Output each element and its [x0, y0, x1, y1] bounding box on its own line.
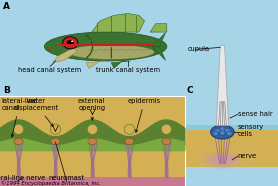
Ellipse shape	[68, 45, 154, 59]
Text: water
displacement: water displacement	[14, 98, 59, 126]
Text: sensory
cells: sensory cells	[238, 124, 264, 137]
Polygon shape	[86, 61, 106, 68]
Text: cupula: cupula	[188, 46, 210, 52]
FancyBboxPatch shape	[0, 177, 185, 186]
Polygon shape	[111, 61, 131, 68]
Text: trunk canal system: trunk canal system	[96, 68, 160, 73]
Ellipse shape	[50, 124, 61, 134]
Text: lateral-line
canal: lateral-line canal	[1, 98, 37, 137]
Text: A: A	[3, 2, 10, 11]
Text: B: B	[3, 86, 10, 95]
Ellipse shape	[44, 32, 167, 61]
Ellipse shape	[124, 124, 135, 134]
Polygon shape	[152, 46, 166, 60]
Text: external
opening: external opening	[78, 98, 105, 120]
Text: lateral-line nerve: lateral-line nerve	[0, 175, 45, 181]
Text: ©1994 Encyclopaedia Britannica, Inc.: ©1994 Encyclopaedia Britannica, Inc.	[1, 180, 101, 186]
Ellipse shape	[220, 131, 225, 135]
FancyBboxPatch shape	[185, 125, 278, 130]
Polygon shape	[216, 46, 229, 126]
Ellipse shape	[71, 41, 73, 42]
Ellipse shape	[87, 124, 98, 134]
Ellipse shape	[125, 138, 134, 145]
Text: C: C	[186, 86, 193, 95]
Ellipse shape	[210, 154, 235, 166]
Polygon shape	[150, 24, 167, 32]
Ellipse shape	[88, 138, 97, 145]
Polygon shape	[152, 33, 166, 46]
Ellipse shape	[220, 127, 225, 132]
Polygon shape	[0, 120, 185, 145]
Ellipse shape	[51, 138, 60, 145]
Text: head canal system: head canal system	[18, 68, 82, 73]
FancyBboxPatch shape	[185, 130, 278, 167]
Polygon shape	[0, 139, 185, 151]
Ellipse shape	[227, 131, 232, 136]
Text: nerve: nerve	[238, 153, 257, 159]
Ellipse shape	[206, 153, 239, 167]
Ellipse shape	[13, 124, 24, 134]
Text: sense hair: sense hair	[238, 111, 272, 117]
Ellipse shape	[161, 124, 172, 134]
Text: epidermis: epidermis	[128, 98, 161, 132]
Ellipse shape	[67, 40, 74, 46]
Ellipse shape	[213, 131, 218, 136]
Ellipse shape	[162, 138, 171, 145]
Ellipse shape	[211, 125, 234, 139]
Ellipse shape	[225, 128, 230, 133]
Ellipse shape	[202, 151, 243, 169]
Polygon shape	[53, 48, 78, 62]
Ellipse shape	[215, 128, 220, 133]
Ellipse shape	[14, 138, 23, 145]
FancyBboxPatch shape	[0, 96, 185, 186]
Text: neuromast: neuromast	[49, 175, 85, 181]
Polygon shape	[92, 14, 145, 32]
Ellipse shape	[63, 37, 78, 49]
